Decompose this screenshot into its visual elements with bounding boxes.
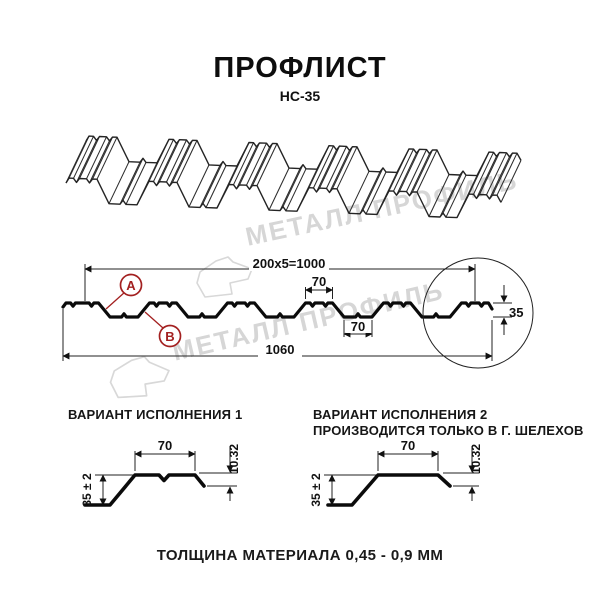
callout-a: А (105, 273, 143, 310)
svg-text:35 ± 2: 35 ± 2 (80, 473, 94, 507)
svg-text:70: 70 (312, 274, 326, 289)
svg-text:200x5=1000: 200x5=1000 (253, 256, 326, 271)
model-label: НС-35 (279, 88, 321, 104)
dim-valley-width: 70 (343, 319, 373, 338)
variant2-dim-top: 70 (377, 438, 439, 471)
svg-text:10.32: 10.32 (469, 444, 483, 474)
callout-b: В (144, 311, 182, 348)
variant2-dim-drop: 10.32 (443, 444, 483, 501)
variant2-heading: ВАРИАНТ ИСПОЛНЕНИЯ 2 (313, 407, 488, 422)
svg-text:70: 70 (158, 438, 172, 453)
dim-overall-width: 1060 (62, 309, 493, 361)
variant2-dim-height: 35 ± 2 (309, 473, 376, 507)
variant1-dim-top: 70 (134, 438, 196, 471)
svg-text:10.32: 10.32 (227, 444, 241, 474)
svg-text:70: 70 (351, 319, 365, 334)
sheet-3d-drawing (65, 135, 522, 219)
variant2-drawing: 70 10.32 35 ± 2 (309, 438, 483, 507)
material-thickness-note: ТОЛЩИНА МАТЕРИАЛА 0,45 - 0,9 ММ (156, 547, 444, 564)
svg-text:35 ± 2: 35 ± 2 (309, 473, 323, 507)
dim-crest-width: 70 (304, 274, 334, 299)
page-title: ПРОФЛИСТ (213, 52, 387, 84)
svg-text:1060: 1060 (266, 342, 295, 357)
variant2-subheading: ПРОИЗВОДИТСЯ ТОЛЬКО В Г. ШЕЛЕХОВ (313, 423, 584, 438)
svg-text:В: В (165, 329, 174, 344)
variant1-dim-drop: 10.32 (199, 444, 241, 501)
variant1-heading: ВАРИАНТ ИСПОЛНЕНИЯ 1 (68, 407, 243, 422)
detail-circle (422, 257, 534, 369)
cross-section-profile (61, 301, 494, 319)
cross-section-drawing: 200x5=1000 1060 70 (61, 256, 534, 369)
svg-text:70: 70 (401, 438, 415, 453)
svg-text:А: А (126, 278, 136, 293)
dim-height: 35 (422, 257, 534, 369)
svg-text:35: 35 (509, 305, 523, 320)
dim-top-total: 200x5=1000 (84, 256, 476, 301)
variant1-dim-height: 35 ± 2 (80, 473, 133, 507)
variant1-drawing: 70 10.32 35 ± 2 (80, 438, 241, 507)
